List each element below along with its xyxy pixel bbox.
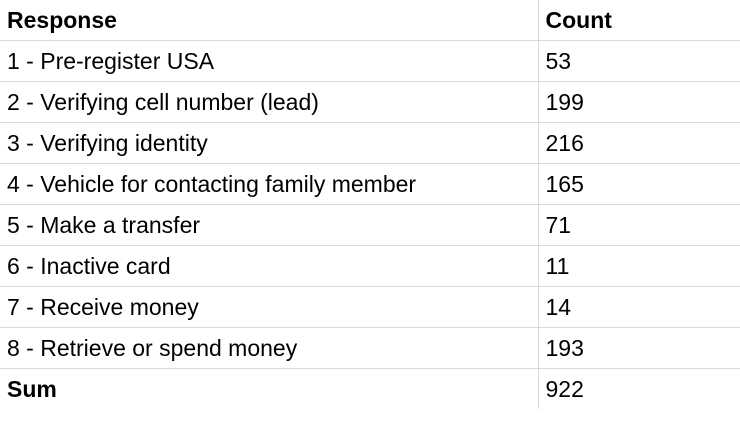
total-count[interactable]: 922 — [545, 376, 584, 402]
count-cell[interactable]: 71 — [538, 204, 740, 246]
header-count[interactable]: Count — [538, 0, 740, 41]
count-cell[interactable]: 216 — [538, 122, 740, 164]
total-row: Sum 922 — [0, 368, 740, 409]
table-row: 2 - Verifying cell number (lead) 199 — [0, 81, 740, 123]
header-response[interactable]: Response — [0, 0, 539, 41]
count-cell[interactable]: 11 — [538, 245, 740, 287]
response-cell[interactable]: 2 - Verifying cell number (lead) — [0, 81, 539, 123]
table-row: 6 - Inactive card 11 — [0, 245, 740, 287]
table-row: 4 - Vehicle for contacting family member… — [0, 163, 740, 205]
response-cell[interactable]: 3 - Verifying identity — [0, 122, 539, 164]
response-cell[interactable]: 1 - Pre-register USA — [0, 40, 539, 82]
response-cell[interactable]: 7 - Receive money — [0, 286, 539, 328]
table-row: 7 - Receive money 14 — [0, 286, 740, 328]
response-cell[interactable]: 6 - Inactive card — [0, 245, 539, 287]
response-cell[interactable]: 5 - Make a transfer — [0, 204, 539, 246]
count-cell[interactable]: 199 — [538, 81, 740, 123]
table-row: 3 - Verifying identity 216 — [0, 122, 740, 164]
response-cell[interactable]: 4 - Vehicle for contacting family member — [0, 163, 539, 205]
table-row: 8 - Retrieve or spend money 193 — [0, 327, 740, 369]
header-row: Response Count — [0, 0, 740, 41]
count-cell[interactable]: 165 — [538, 163, 740, 205]
table-row: 1 - Pre-register USA 53 — [0, 40, 740, 82]
count-cell[interactable]: 14 — [538, 286, 740, 328]
count-cell[interactable]: 53 — [538, 40, 740, 82]
total-label[interactable]: Sum — [0, 368, 539, 409]
response-count-table: Response Count 1 - Pre-register USA 53 2… — [0, 0, 740, 409]
count-cell[interactable]: 193 — [538, 327, 740, 369]
table-row: 5 - Make a transfer 71 — [0, 204, 740, 246]
response-cell[interactable]: 8 - Retrieve or spend money — [0, 327, 539, 369]
